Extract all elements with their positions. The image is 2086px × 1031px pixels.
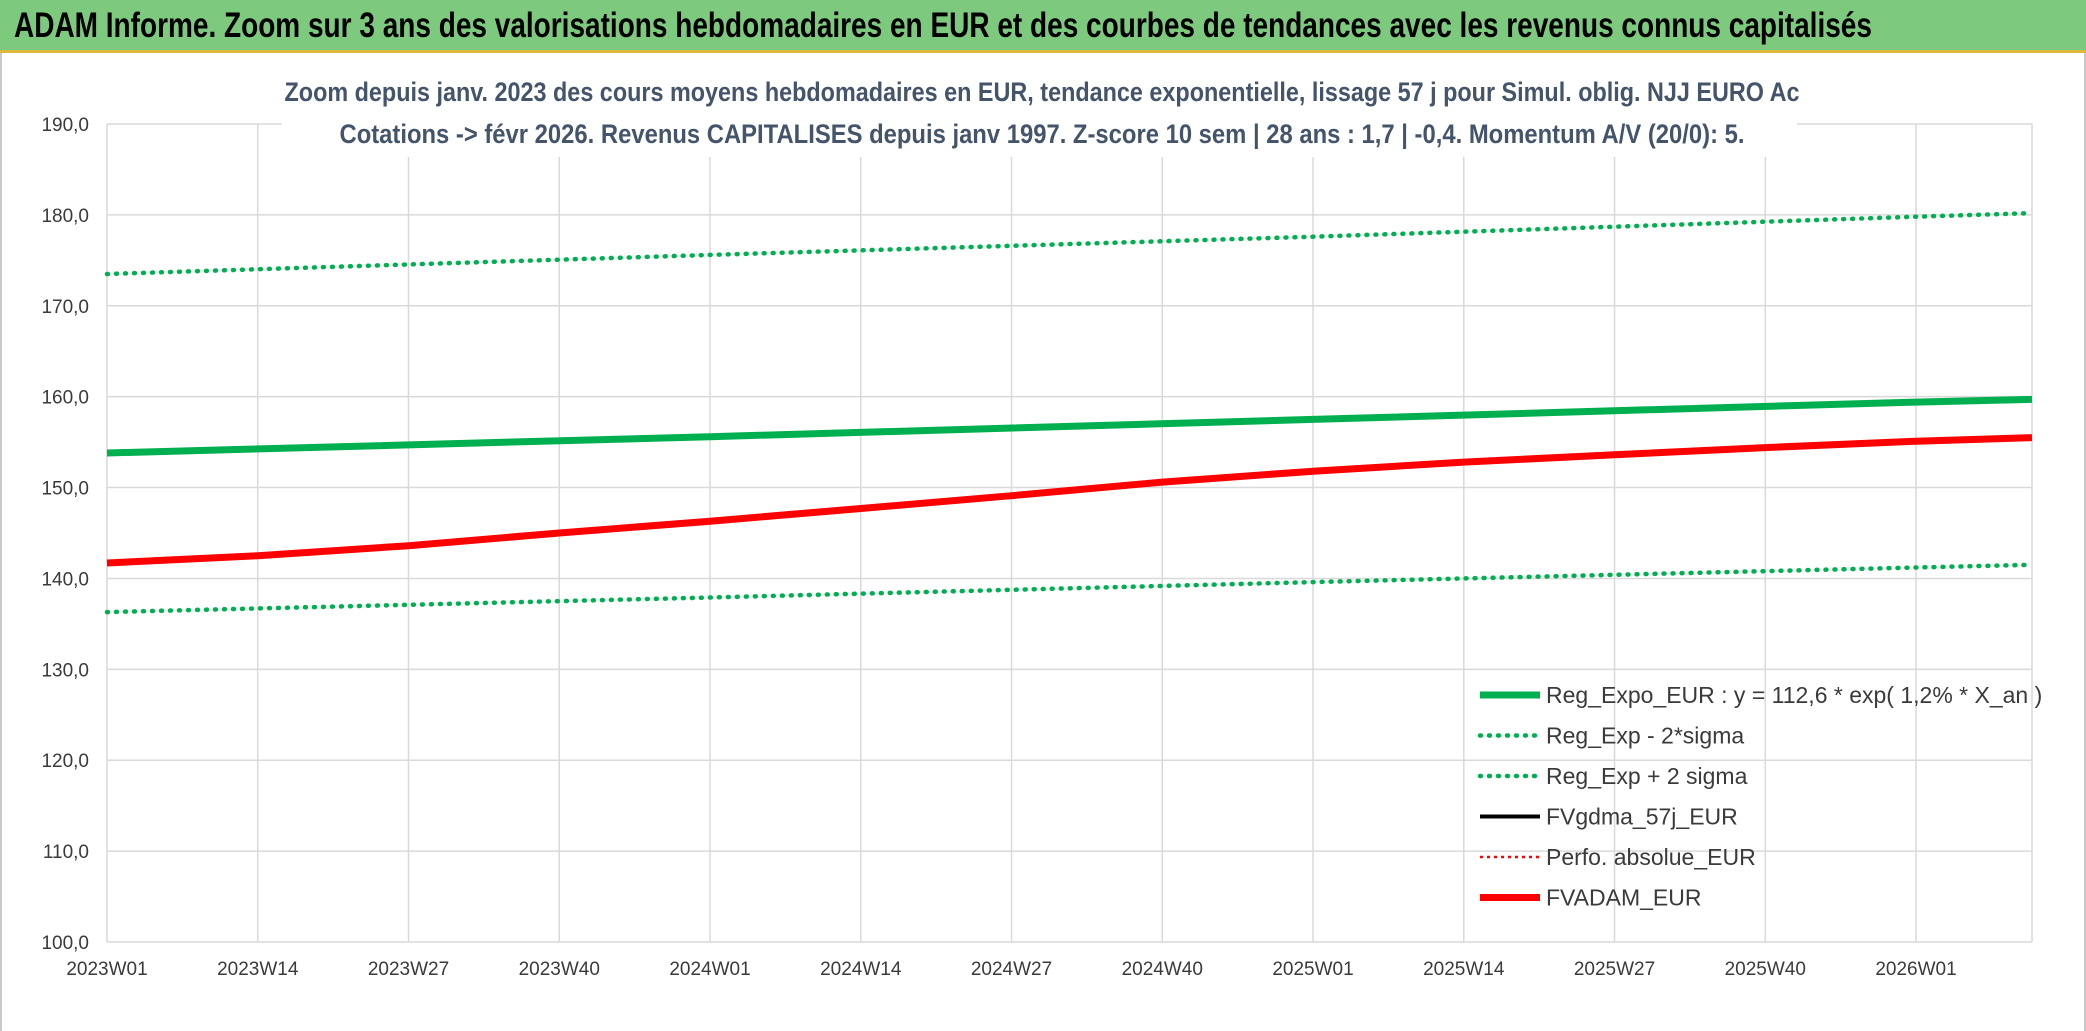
legend-label: Reg_Exp + 2 sigma bbox=[1546, 763, 1748, 789]
report-banner: ADAM Informe. Zoom sur 3 ans des valoris… bbox=[0, 0, 2086, 53]
series-line-fvadam_eur bbox=[106, 434, 2033, 567]
series-layer bbox=[104, 210, 2035, 615]
legend-label: Reg_Exp - 2*sigma bbox=[1546, 723, 1744, 749]
x-tick-label: 2024W14 bbox=[820, 959, 902, 980]
y-tick-label: 130,0 bbox=[41, 660, 89, 681]
y-tick-label: 120,0 bbox=[41, 751, 89, 772]
y-tick-label: 140,0 bbox=[41, 569, 89, 590]
report-title: ADAM Informe. Zoom sur 3 ans des valoris… bbox=[14, 6, 1872, 45]
series-line-reg_exp bbox=[104, 210, 2035, 277]
x-tick-label: 2025W27 bbox=[1574, 959, 1655, 980]
x-tick-label: 2024W40 bbox=[1122, 959, 1203, 980]
legend-label: FVADAM_EUR bbox=[1546, 885, 1702, 911]
grid-layer bbox=[106, 123, 2033, 943]
legend-label: Reg_Expo_EUR : y = 112,6 * exp( 1,2% * X… bbox=[1546, 682, 2042, 708]
x-tick-label: 2024W27 bbox=[971, 959, 1052, 980]
x-tick-label: 2025W01 bbox=[1272, 959, 1353, 980]
y-tick-label: 110,0 bbox=[43, 842, 89, 863]
x-tick-label: 2026W01 bbox=[1875, 959, 1956, 980]
x-tick-label: 2023W40 bbox=[519, 959, 600, 980]
x-tick-label: 2023W01 bbox=[66, 959, 147, 980]
series-line-reg_expo_eur bbox=[106, 395, 2033, 457]
chart-title-line-2: Cotations -> févr 2026. Revenus CAPITALI… bbox=[340, 119, 1745, 149]
legend-label: Perfo. absolue_EUR bbox=[1546, 844, 1756, 870]
y-tick-label: 150,0 bbox=[41, 479, 89, 500]
axis-labels: 100,0 110,0 120,0 130,0 140,0 150,0 160,0 170,0… bbox=[41, 115, 1956, 980]
legend: Reg_Expo_EUR : y = 112,6 * exp( 1,2% * X… bbox=[1477, 682, 2042, 911]
legend-label: FVgdma_57j_EUR bbox=[1546, 804, 1738, 830]
chart-frame: 100,0 110,0 120,0 130,0 140,0 150,0 160,0 170,0… bbox=[0, 53, 2086, 1031]
y-tick-label: 190,0 bbox=[41, 115, 89, 136]
y-tick-label: 170,0 bbox=[41, 297, 89, 318]
line-chart: 100,0 110,0 120,0 130,0 140,0 150,0 160,0 170,0… bbox=[41, 61, 2042, 980]
y-tick-label: 100,0 bbox=[41, 933, 89, 954]
x-tick-label: 2025W40 bbox=[1725, 959, 1806, 980]
x-tick-label: 2025W14 bbox=[1423, 959, 1505, 980]
x-tick-label: 2023W27 bbox=[368, 959, 449, 980]
series-line-reg_exp bbox=[104, 562, 2035, 615]
y-tick-label: 180,0 bbox=[41, 206, 89, 227]
y-tick-label: 160,0 bbox=[41, 388, 89, 409]
chart-title-line-1: Zoom depuis janv. 2023 des cours moyens … bbox=[285, 77, 1800, 107]
x-tick-label: 2024W01 bbox=[669, 959, 750, 980]
x-tick-label: 2023W14 bbox=[217, 959, 299, 980]
title-background bbox=[282, 61, 1797, 157]
